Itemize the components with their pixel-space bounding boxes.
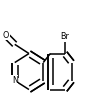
Text: N: N: [12, 76, 18, 85]
Text: Br: Br: [60, 32, 69, 41]
Text: O: O: [2, 31, 9, 40]
